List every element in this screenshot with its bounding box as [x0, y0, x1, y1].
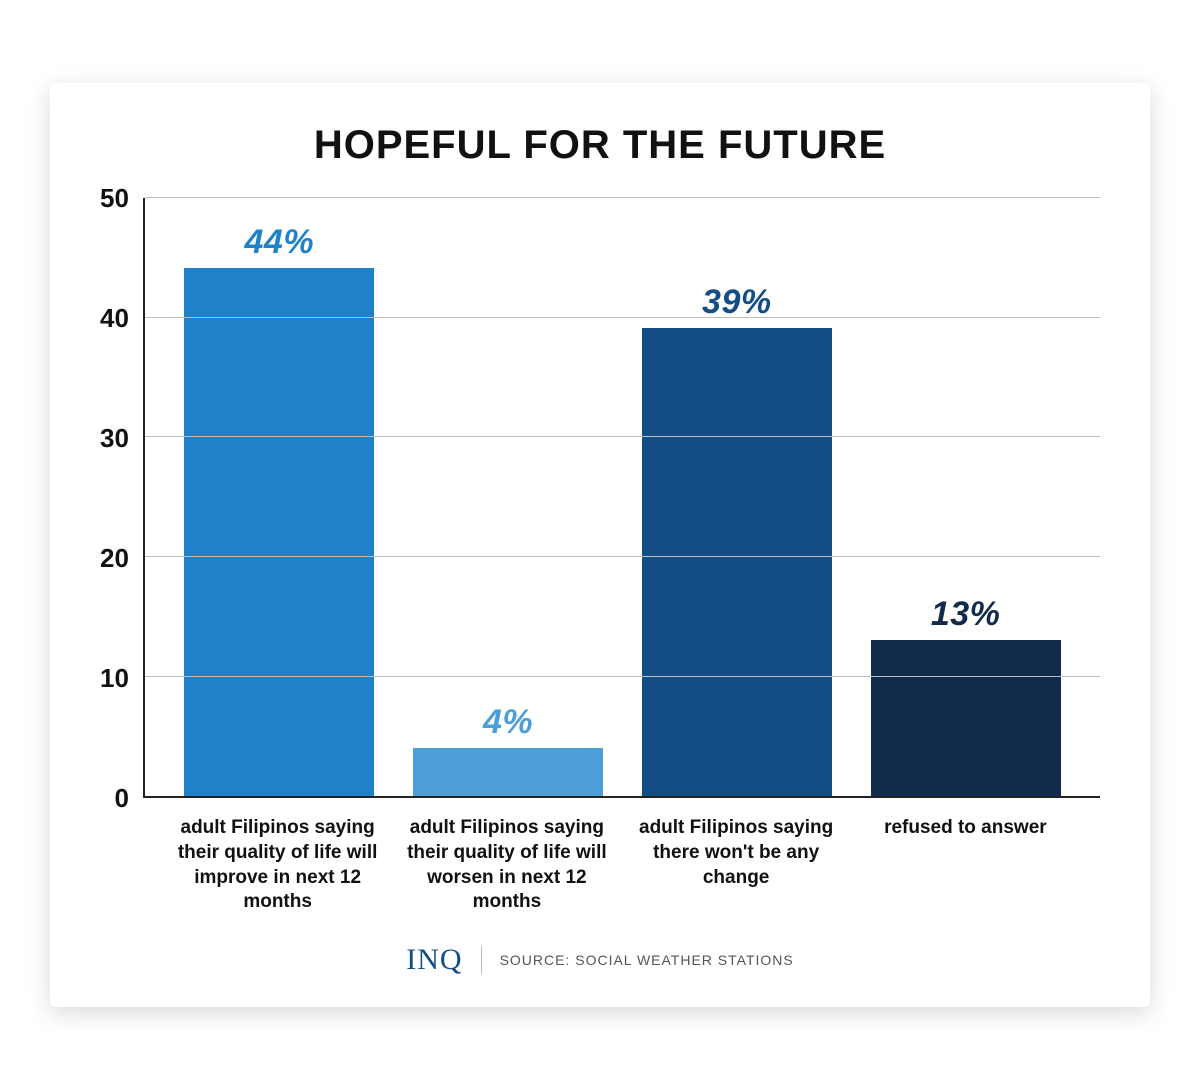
- footer: INQ SOURCE: SOCIAL WEATHER STATIONS: [100, 943, 1100, 977]
- x-labels: adult Filipinos saying their quality of …: [143, 798, 1100, 915]
- chart-area: 50403020100 44% 4% 39% 13%: [100, 198, 1100, 798]
- grid-line: [145, 436, 1100, 437]
- x-axis-label: adult Filipinos saying their quality of …: [407, 816, 607, 915]
- grid-line: [145, 676, 1100, 677]
- footer-divider: [481, 946, 482, 974]
- bar-value-label: 39%: [702, 283, 772, 322]
- bar-rect: [184, 268, 374, 796]
- plot-area: 44% 4% 39% 13%: [143, 198, 1100, 798]
- bar-slot: 44%: [184, 198, 374, 796]
- bar-value-label: 13%: [931, 595, 1001, 634]
- y-axis-spacer: [100, 798, 143, 915]
- brand-logo: INQ: [406, 943, 462, 977]
- grid-line: [145, 556, 1100, 557]
- bar-value-label: 44%: [245, 223, 315, 262]
- bar-rect: [642, 328, 832, 796]
- chart-title: HOPEFUL FOR THE FUTURE: [100, 123, 1100, 168]
- bar-slot: 39%: [642, 198, 832, 796]
- grid-line: [145, 197, 1100, 198]
- x-labels-row: adult Filipinos saying their quality of …: [100, 798, 1100, 915]
- source-label: SOURCE: SOCIAL WEATHER STATIONS: [500, 952, 794, 968]
- infographic-card: HOPEFUL FOR THE FUTURE 50403020100 44% 4%…: [50, 83, 1150, 1007]
- y-axis: 50403020100: [100, 198, 143, 798]
- bar-value-label: 4%: [483, 703, 533, 742]
- bar-rect: [413, 748, 603, 796]
- grid-line: [145, 317, 1100, 318]
- x-axis-label: adult Filipinos saying their quality of …: [178, 816, 378, 915]
- bar-slot: 4%: [413, 198, 603, 796]
- bar-rect: [871, 640, 1061, 796]
- x-axis-label: adult Filipinos saying there won't be an…: [636, 816, 836, 915]
- bar-slot: 13%: [871, 198, 1061, 796]
- x-axis-label: refused to answer: [865, 816, 1065, 915]
- bars-container: 44% 4% 39% 13%: [145, 198, 1100, 796]
